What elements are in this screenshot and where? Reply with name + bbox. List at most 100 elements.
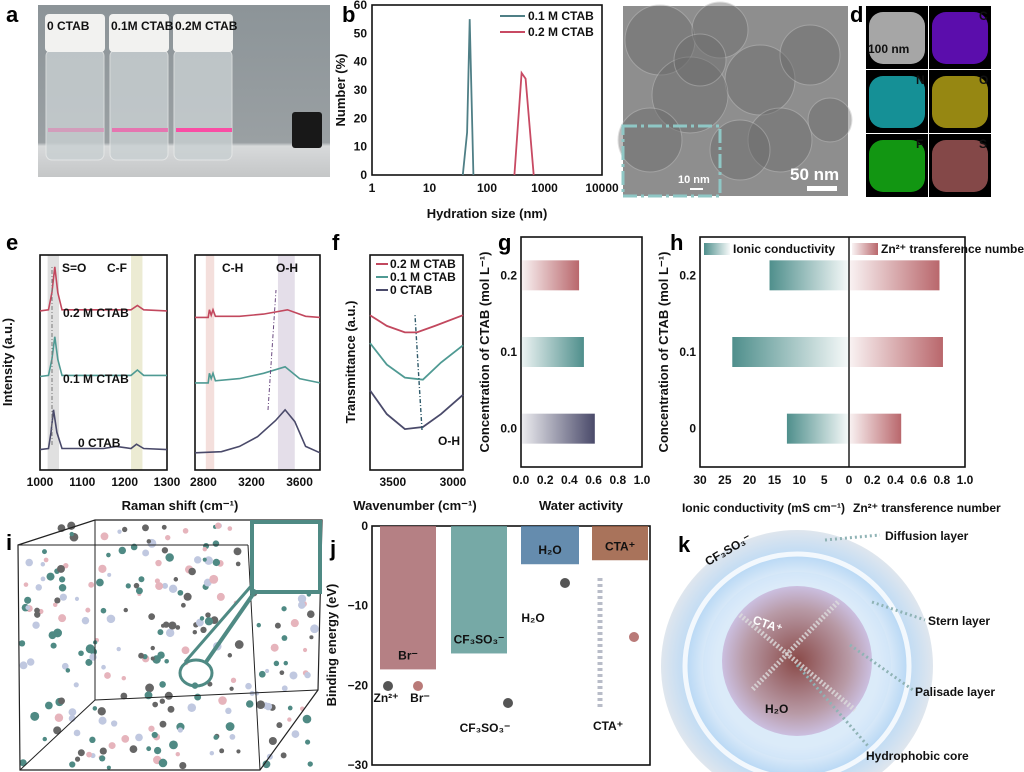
e-series-line — [194, 408, 321, 454]
tem-inset-frame — [621, 124, 722, 198]
md-atom — [195, 618, 204, 627]
md-atom — [118, 546, 127, 555]
e-series-line — [39, 409, 168, 451]
md-atom — [264, 702, 273, 711]
md-atom — [273, 660, 280, 667]
e-band-highlight — [205, 255, 215, 470]
md-atom — [32, 621, 40, 629]
md-atom — [34, 611, 41, 618]
e-band-label: O-H — [276, 261, 298, 275]
md-atom — [148, 613, 156, 621]
md-atom — [146, 539, 152, 544]
md-atom — [291, 730, 300, 738]
nanoparticle — [651, 56, 729, 134]
f-annotation: O-H — [438, 434, 460, 448]
md-atom — [256, 700, 265, 709]
vial-photo: 0 CTAB 0.1M CTAB 0.2M CTAB — [38, 5, 330, 177]
eds-map-S — [932, 140, 988, 192]
md-atom — [204, 556, 213, 565]
md-atom — [200, 626, 207, 634]
h-xtick-label-left: 30 — [693, 473, 707, 487]
eds-element-label: F — [916, 137, 923, 151]
h-bar-transference-0 — [849, 413, 902, 444]
g-xtick-label: 0.2 — [537, 473, 554, 487]
k-layer-stern: Stern layer — [928, 614, 990, 628]
h-legend-swatch — [704, 243, 730, 255]
md-atom — [227, 653, 233, 658]
e-series-line — [195, 307, 321, 319]
vial-label-0: 0 CTAB — [47, 19, 90, 33]
md-atom — [96, 578, 104, 587]
md-atom — [23, 582, 29, 587]
h-xtick-label-right: 0.8 — [933, 473, 950, 487]
nanoparticle — [673, 33, 727, 87]
md-atom — [215, 522, 222, 529]
md-atom — [219, 748, 225, 754]
vial-cap — [45, 14, 105, 52]
j-species-label: CTA⁺ — [593, 719, 623, 733]
md-atom — [108, 742, 116, 750]
md-atom — [106, 552, 111, 558]
g-xtick-label: 0.8 — [609, 473, 626, 487]
md-atom — [233, 547, 242, 556]
vial-label-1: 0.1M CTAB — [111, 19, 174, 33]
md-atom — [165, 553, 174, 562]
md-atom — [306, 610, 315, 619]
j-bar-label: CTA⁺ — [605, 539, 635, 553]
md-atom — [218, 696, 227, 705]
md-atom — [145, 683, 154, 693]
md-atom — [78, 650, 84, 657]
md-atom — [69, 531, 74, 537]
j-species-label: Zn²⁺ — [374, 691, 399, 705]
h-xtick-label-right: 0.4 — [887, 473, 904, 487]
md-atom — [245, 682, 252, 690]
j-ylabel: Binding energy (eV) — [324, 584, 339, 707]
j-ytick-label: 0 — [361, 519, 368, 533]
f-legend-label: 0 CTAB — [390, 283, 433, 297]
md-atom — [120, 692, 128, 700]
h-xtick-label-right: 0.2 — [864, 473, 881, 487]
md-atom — [25, 605, 31, 610]
chart-e-raman: 1000 1100 1200 1300 2800 3200 3600 S=O C-F C-H O-H… — [0, 254, 321, 513]
md-atom — [58, 576, 66, 583]
md-atom — [212, 558, 221, 567]
b-ylabel: Number (%) — [333, 54, 348, 127]
axes-frame — [39, 254, 168, 471]
f-xtick-label: 3000 — [440, 475, 467, 489]
md-atom — [280, 752, 287, 759]
b-ytick-label: 40 — [354, 55, 368, 69]
g-bar-0.1 — [521, 337, 584, 367]
md-atom — [150, 656, 155, 661]
vial — [173, 49, 233, 161]
md-atom — [73, 729, 81, 737]
b-xtick-label: 100 — [477, 181, 497, 195]
panel-label-g: g — [498, 230, 511, 255]
md-atom — [177, 589, 184, 596]
md-atom — [209, 750, 215, 756]
md-atom — [159, 681, 166, 688]
h-xtick-label-right: 1.0 — [957, 473, 974, 487]
md-atom — [150, 645, 155, 651]
md-atom — [44, 701, 53, 710]
h-xtick-label-left: 0 — [846, 473, 853, 487]
md-atom — [142, 524, 149, 532]
md-atom — [265, 668, 270, 674]
md-atom — [107, 572, 112, 577]
md-atom — [276, 722, 283, 729]
md-atom — [202, 546, 208, 552]
md-atom — [68, 708, 77, 717]
j-ytick-label: −30 — [348, 758, 369, 772]
k-layer-core: Hydrophobic core — [866, 749, 969, 763]
f-series-line — [369, 342, 464, 381]
laser-beam — [176, 128, 232, 132]
md-atom — [302, 647, 308, 653]
f-series-line — [369, 314, 464, 334]
axes-frame — [371, 525, 651, 766]
md-atom — [289, 671, 298, 680]
j-species-label: Br⁻ — [410, 691, 430, 705]
md-atom — [98, 564, 107, 573]
md-zoom-box — [250, 520, 322, 594]
e-band-label: C-H — [222, 261, 243, 275]
md-atom — [281, 606, 287, 612]
md-atom — [106, 765, 111, 770]
